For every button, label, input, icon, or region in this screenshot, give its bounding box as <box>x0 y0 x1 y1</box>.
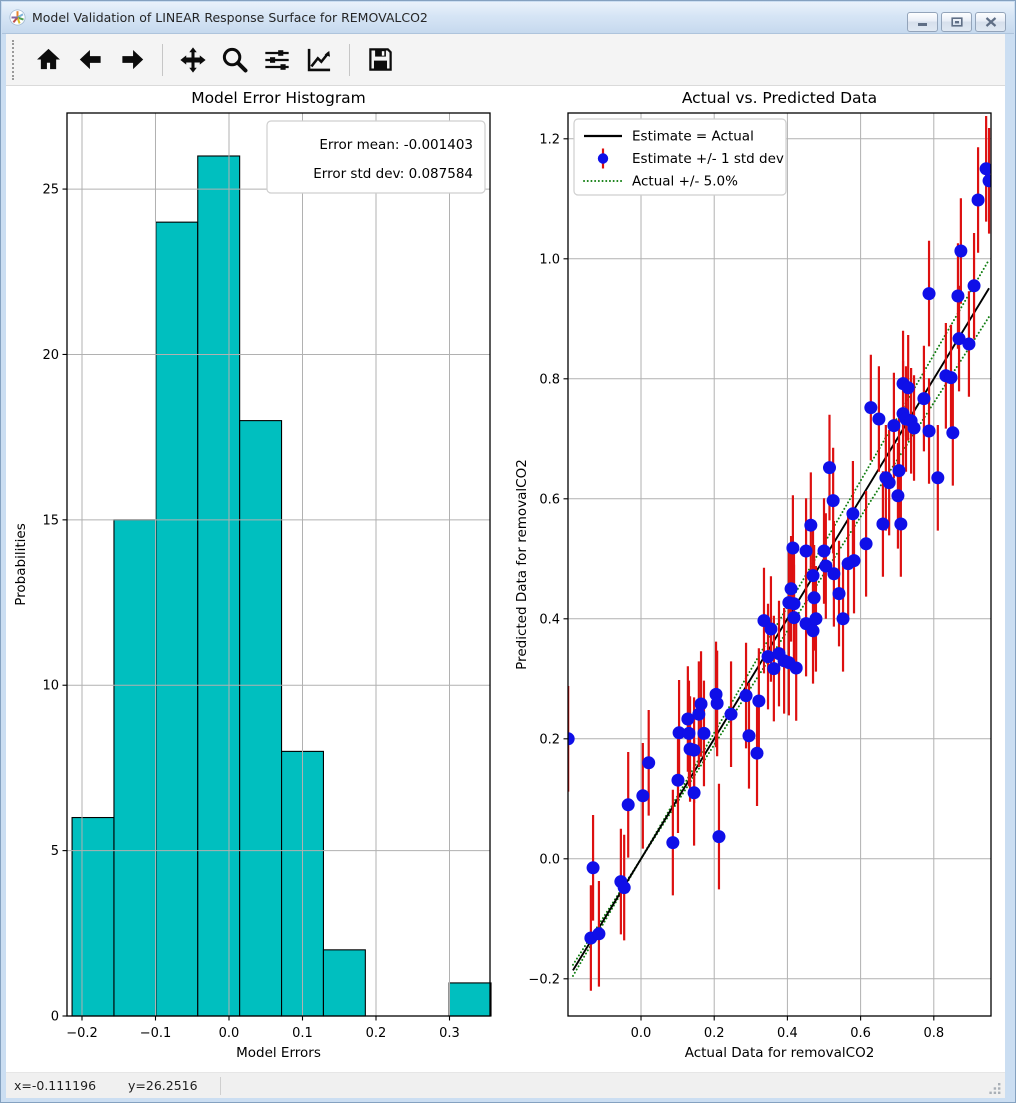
toolbar-separator <box>162 43 163 76</box>
svg-text:0.8: 0.8 <box>539 372 560 387</box>
window-title: Model Validation of LINEAR Response Surf… <box>32 10 428 25</box>
svg-text:0.1: 0.1 <box>292 1026 313 1041</box>
titlebar[interactable]: Model Validation of LINEAR Response Surf… <box>2 2 1014 34</box>
svg-text:5: 5 <box>51 844 59 859</box>
close-icon <box>985 17 996 27</box>
svg-text:25: 25 <box>42 183 59 198</box>
back-arrow-icon <box>79 49 101 70</box>
cursor-y-readout: y=26.2516 <box>128 1078 198 1093</box>
resize-grip[interactable] <box>989 1082 1002 1095</box>
svg-text:−0.2: −0.2 <box>66 1026 98 1041</box>
svg-text:1.0: 1.0 <box>539 252 560 267</box>
svg-text:0.6: 0.6 <box>850 1026 871 1041</box>
matplotlib-logo-icon <box>9 9 26 26</box>
scatter-legend <box>573 118 787 196</box>
sliders-icon <box>265 49 289 70</box>
close-button[interactable] <box>975 12 1006 32</box>
toolbar-figure-options-button[interactable] <box>301 41 337 79</box>
svg-text:0.3: 0.3 <box>439 1026 460 1041</box>
matplotlib-toolbar <box>6 34 1005 86</box>
svg-text:−0.2: −0.2 <box>528 972 560 987</box>
svg-text:15: 15 <box>42 513 59 528</box>
svg-text:0.2: 0.2 <box>366 1026 387 1041</box>
svg-text:Model Errors: Model Errors <box>236 1045 321 1061</box>
svg-text:Actual +/- 5.0%: Actual +/- 5.0% <box>632 174 738 190</box>
toolbar-home-button[interactable] <box>30 41 66 79</box>
scatter-axes: 0.0 0.2 0.4 0.6 0.8 −0.2 0.0 0.2 0.4 0.6 0.8 1.0 1.2… <box>514 89 992 1061</box>
toolbar-forward-button[interactable] <box>114 41 150 79</box>
svg-text:0.0: 0.0 <box>219 1026 240 1041</box>
svg-text:Estimate +/- 1 std dev: Estimate +/- 1 std dev <box>632 151 784 167</box>
svg-text:1.2: 1.2 <box>539 132 560 147</box>
svg-text:−0.1: −0.1 <box>140 1026 172 1041</box>
svg-text:0.2: 0.2 <box>704 1026 725 1041</box>
svg-text:Model Error Histogram: Model Error Histogram <box>191 89 366 107</box>
svg-text:Estimate = Actual: Estimate = Actual <box>632 129 754 145</box>
maximize-icon <box>950 17 963 27</box>
svg-text:0.0: 0.0 <box>631 1026 652 1041</box>
svg-text:0.4: 0.4 <box>539 612 560 627</box>
svg-text:Actual vs. Predicted Data: Actual vs. Predicted Data <box>682 89 877 107</box>
svg-text:0.4: 0.4 <box>777 1026 798 1041</box>
statusbar: x=-0.111196 y=26.2516 <box>6 1072 1005 1098</box>
cursor-x-readout: x=-0.111196 <box>14 1078 97 1093</box>
move-cross-icon <box>180 46 206 73</box>
home-icon <box>36 48 60 70</box>
svg-text:20: 20 <box>42 348 59 363</box>
svg-text:Actual Data for removalCO2: Actual Data for removalCO2 <box>685 1045 875 1061</box>
error-stats-box <box>266 120 486 194</box>
figure-canvas[interactable]: −0.2 −0.1 0.0 0.1 0.2 0.3 0 5 10 15 20 25 Model Erro… <box>6 86 1005 1072</box>
statusbar-separator <box>219 1076 221 1095</box>
toolbar-save-button[interactable] <box>362 41 398 79</box>
svg-text:Probabilities: Probabilities <box>13 523 29 605</box>
forward-arrow-icon <box>121 49 143 70</box>
toolbar-separator <box>349 43 350 76</box>
maximize-button[interactable] <box>941 12 972 32</box>
minimize-button[interactable] <box>907 12 938 32</box>
svg-text:Error std dev: 0.087584: Error std dev: 0.087584 <box>313 166 473 182</box>
svg-text:0.6: 0.6 <box>539 492 560 507</box>
svg-text:Predicted Data for removalCO2: Predicted Data for removalCO2 <box>514 459 530 670</box>
floppy-disk-icon <box>368 48 392 71</box>
histogram-axes: −0.2 −0.1 0.0 0.1 0.2 0.3 0 5 10 15 20 25 Model Erro… <box>13 89 492 1061</box>
figure-svg: −0.2 −0.1 0.0 0.1 0.2 0.3 0 5 10 15 20 25 Model Erro… <box>6 86 1005 1072</box>
svg-text:0.8: 0.8 <box>923 1026 944 1041</box>
svg-text:10: 10 <box>42 679 59 694</box>
line-chart-icon <box>307 48 331 71</box>
minimize-icon <box>917 22 927 26</box>
magnifier-icon <box>222 47 248 72</box>
toolbar-zoom-button[interactable] <box>217 41 253 79</box>
toolbar-grip[interactable] <box>12 39 17 80</box>
toolbar-subplots-button[interactable] <box>259 41 295 79</box>
svg-text:0: 0 <box>51 1010 59 1025</box>
svg-text:Error mean: -0.001403: Error mean: -0.001403 <box>319 137 473 153</box>
svg-text:0.2: 0.2 <box>539 732 560 747</box>
toolbar-pan-button[interactable] <box>175 41 211 79</box>
svg-text:0.0: 0.0 <box>539 852 560 867</box>
toolbar-back-button[interactable] <box>72 41 108 79</box>
